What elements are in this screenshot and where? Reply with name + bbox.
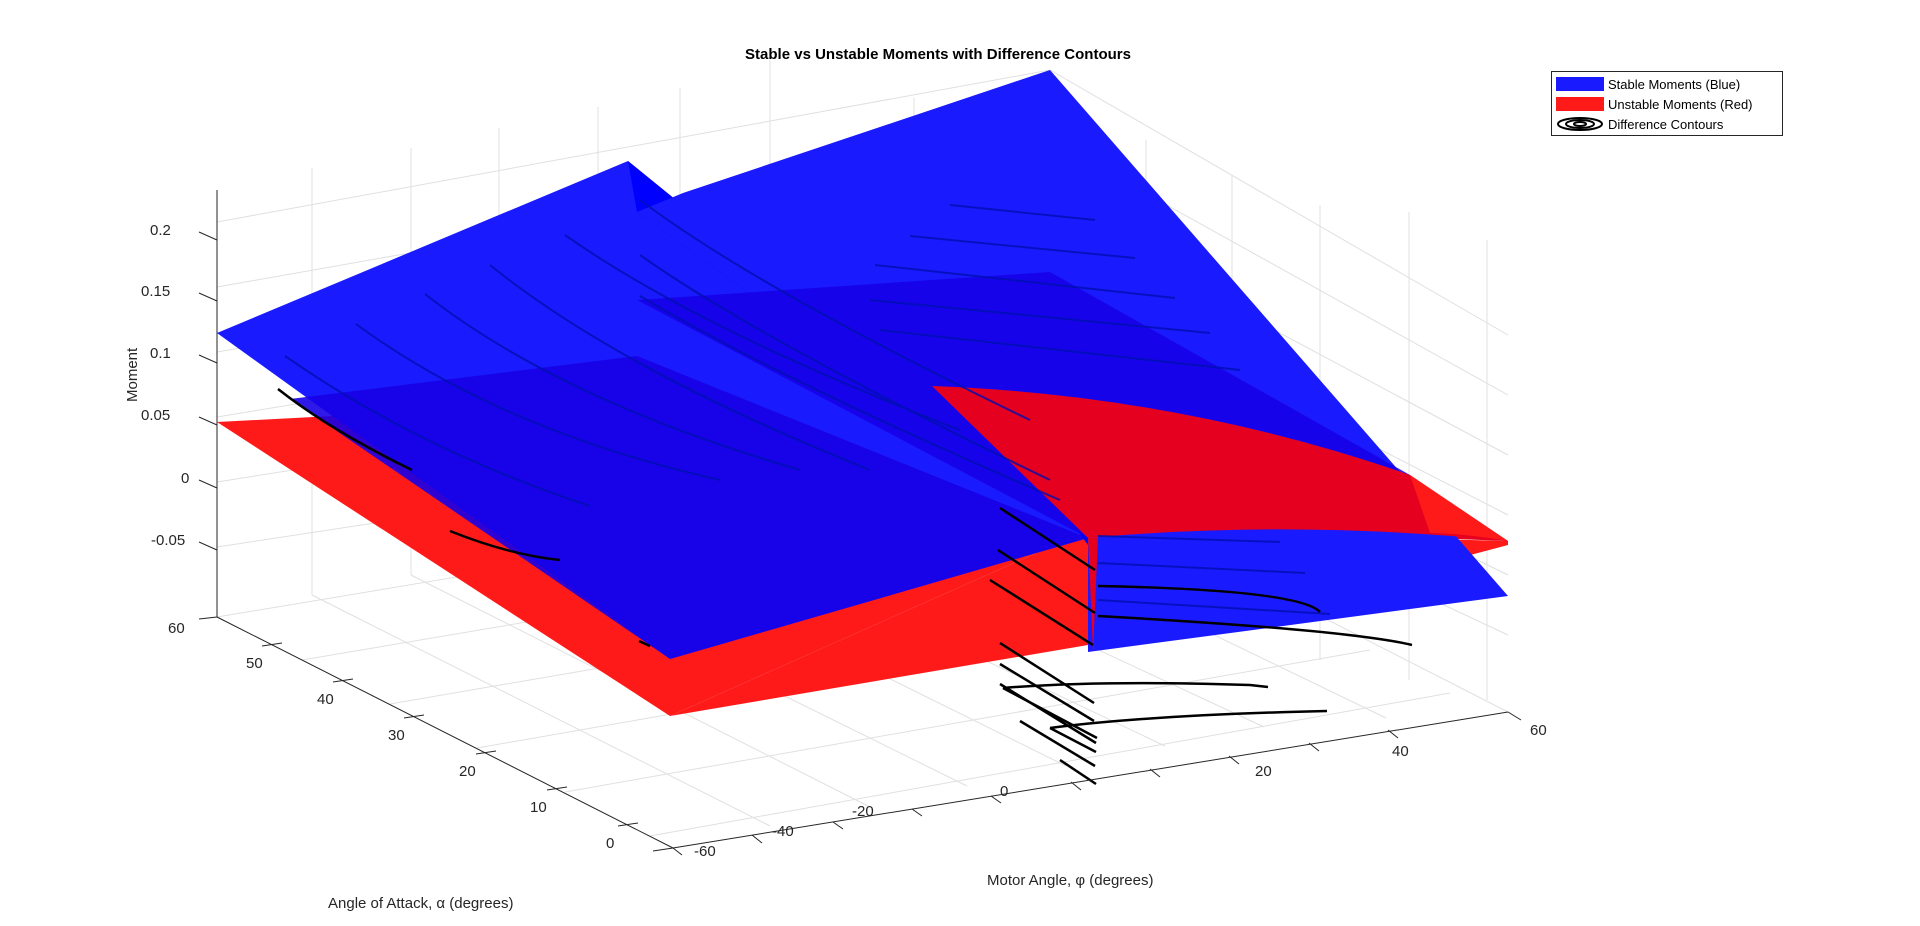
alpha-tick-label: 20 xyxy=(459,763,476,780)
phi-tick-label: 40 xyxy=(1392,743,1409,760)
legend[interactable]: Stable Moments (Blue) Unstable Moments (… xyxy=(1551,71,1783,136)
unstable-swatch-icon xyxy=(1556,97,1604,111)
z-tick-label: 0.05 xyxy=(141,407,171,424)
chart-title-text: Stable vs Unstable Moments with Differen… xyxy=(745,46,1131,63)
legend-label: Unstable Moments (Red) xyxy=(1608,96,1753,112)
chart-title: Stable vs Unstable Moments with Differen… xyxy=(0,46,1920,63)
alpha-tick-label: 40 xyxy=(317,691,334,708)
legend-item-contours[interactable]: Difference Contours xyxy=(1556,114,1723,134)
z-tick-label: 0 xyxy=(181,470,190,487)
phi-tick-label: 0 xyxy=(1000,783,1009,800)
phi-axis-label: Motor Angle, φ (degrees) xyxy=(987,872,1154,889)
legend-label: Stable Moments (Blue) xyxy=(1608,76,1741,92)
legend-item-unstable[interactable]: Unstable Moments (Red) xyxy=(1556,94,1753,114)
alpha-tick-label: 50 xyxy=(246,655,263,672)
contour-lines-black xyxy=(277,388,1413,786)
alpha-tick-label: 30 xyxy=(388,727,405,744)
axes-lines xyxy=(198,190,1522,856)
phi-tick-label: 20 xyxy=(1255,763,1272,780)
legend-label: Difference Contours xyxy=(1608,116,1724,132)
phi-tick-label: -40 xyxy=(772,823,794,840)
contour-icon xyxy=(1557,117,1603,131)
alpha-axis-label: Angle of Attack, α (degrees) xyxy=(328,895,514,912)
stable-swatch-icon xyxy=(1556,77,1604,91)
alpha-tick-label: 0 xyxy=(606,835,615,852)
z-tick-label: -0.05 xyxy=(151,532,186,549)
alpha-tick-label: 60 xyxy=(168,620,185,637)
contour-lines-blue xyxy=(284,199,1331,615)
legend-item-stable[interactable]: Stable Moments (Blue) xyxy=(1556,74,1740,94)
z-axis-label: Moment xyxy=(124,347,141,402)
alpha-tick-label: 10 xyxy=(530,799,547,816)
z-tick-label: 0.15 xyxy=(141,283,171,300)
z-tick-label: 0.1 xyxy=(150,345,171,362)
phi-tick-label: -20 xyxy=(852,803,874,820)
z-tick-label: 0.2 xyxy=(150,222,171,239)
phi-tick-label: -60 xyxy=(694,843,716,860)
phi-tick-label: 60 xyxy=(1530,722,1547,739)
